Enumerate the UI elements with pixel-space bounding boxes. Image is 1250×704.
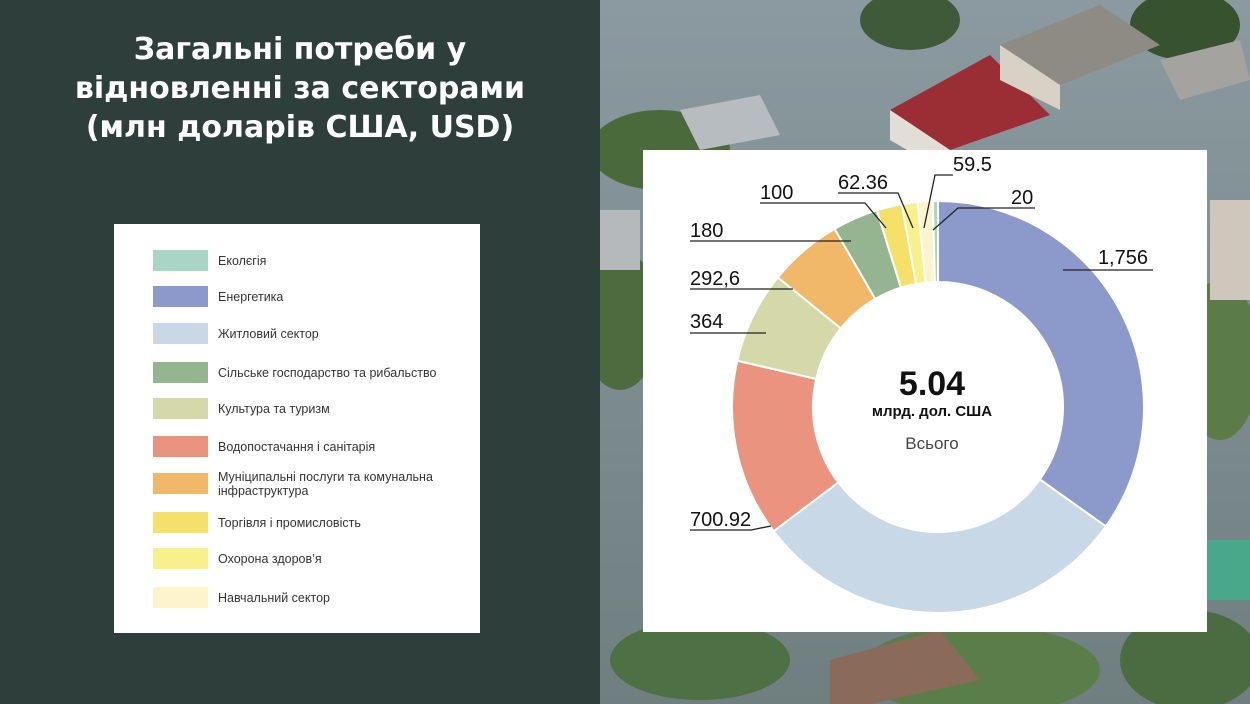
legend-item: Культура та туризм [153, 396, 473, 422]
data-label: 20 [1011, 187, 1033, 209]
leader-line [923, 174, 953, 229]
legend-swatch [153, 587, 208, 608]
legend-item: Муніципальні послуги та комунальна інфра… [153, 470, 473, 498]
legend-item: Еколєгія [153, 248, 473, 274]
legend-item: Водопостачання і санітарія [153, 434, 473, 460]
leader-line [932, 207, 1035, 231]
data-label: 364 [690, 311, 723, 333]
legend-item: Сільське господарство та рибальство [153, 360, 473, 386]
legend-label: Енергетика [218, 290, 284, 304]
total-value: 5.04 [899, 365, 965, 403]
data-label: 180 [690, 220, 723, 242]
legend-item: Навчальний сектор [153, 585, 473, 611]
legend-label: Сільське господарство та рибальство [218, 366, 437, 380]
page-title: Загальні потреби у відновленні за сектор… [74, 32, 526, 145]
data-label: 59.5 [953, 154, 992, 176]
legend-item: Енергетика [153, 284, 473, 310]
legend-swatch [153, 473, 208, 494]
donut-chart-card: 1,756 700.92 364 292,6 180 100 62.36 59.5 20 5.04… [643, 150, 1207, 632]
legend-label: Навчальний сектор [218, 591, 330, 605]
legend-label: Житловий сектор [218, 327, 319, 341]
legend-swatch [153, 436, 208, 457]
data-label: 292,6 [690, 268, 740, 290]
donut-chart: 1,756 700.92 364 292,6 180 100 62.36 59.5 20 5.04… [690, 154, 1153, 614]
legend-item: Торгівля і промисловість [153, 510, 473, 536]
legend-label: Еколєгія [218, 254, 267, 268]
leader-line [760, 202, 887, 229]
legend-label: Водопостачання і санітарія [218, 440, 376, 454]
total-caption: Всього [905, 434, 958, 453]
legend-item: Охорона здоров’я [153, 546, 473, 572]
legend-swatch [153, 286, 208, 307]
legend-label: Муніципальні послуги та комунальна інфра… [218, 470, 433, 498]
leader-line [838, 192, 914, 229]
data-label: 700.92 [690, 509, 751, 531]
total-unit: млрд. дол. США [872, 403, 992, 420]
donut-slice [931, 199, 939, 284]
leader-line [690, 525, 772, 531]
legend-swatch [153, 323, 208, 344]
legend-swatch [153, 512, 208, 533]
data-label: 62.36 [838, 172, 888, 194]
legend-label: Торгівля і промисловість [218, 516, 361, 530]
legend-swatch [153, 250, 208, 271]
legend-label: Культура та туризм [218, 402, 330, 416]
legend-swatch [153, 398, 208, 419]
left-panel: Загальні потреби у відновленні за сектор… [0, 0, 600, 704]
chart-legend: Еколєгія Енергетика Житловий сектор Сільськ… [114, 224, 480, 633]
data-label: 100 [760, 182, 793, 204]
donut-slice [772, 478, 1108, 614]
data-label: 1,756 [1098, 247, 1148, 269]
legend-label: Охорона здоров’я [218, 552, 322, 566]
legend-item: Житловий сектор [153, 321, 473, 347]
donut-slice [937, 199, 1145, 528]
legend-swatch [153, 362, 208, 383]
legend-swatch [153, 548, 208, 569]
